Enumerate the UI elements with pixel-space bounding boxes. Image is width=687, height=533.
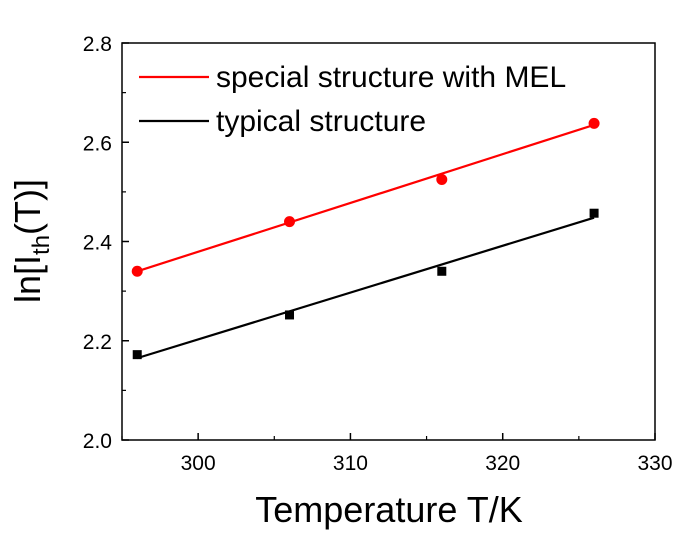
- data-point: [436, 173, 448, 185]
- data-point: [284, 216, 296, 228]
- x-axis: 300 310 320 330: [121, 433, 673, 475]
- y-axis: 2.0 2.2 2.4 2.6 2.8: [83, 33, 129, 453]
- fit-line: [136, 216, 595, 360]
- data-point: [132, 350, 142, 360]
- data-point: [131, 265, 143, 277]
- data-point: [285, 310, 295, 320]
- y-axis-title-subscript: th: [28, 235, 55, 255]
- legend-label: special structure with MEL: [216, 61, 566, 94]
- y-axis-title: ln[Ith(T)]: [7, 179, 55, 303]
- x-tick-label: 300: [181, 452, 216, 475]
- series-2: [132, 208, 599, 360]
- fit-line: [136, 123, 595, 273]
- legend-item-2: typical structure: [139, 105, 426, 138]
- x-tick-label: 310: [333, 452, 368, 475]
- series-layer: [131, 117, 600, 360]
- y-axis-title-suffix: (T)]: [7, 179, 48, 235]
- y-tick-label: 2.0: [83, 430, 112, 453]
- plot-frame: [121, 42, 656, 441]
- x-tick-label: 330: [637, 452, 672, 475]
- y-tick-label: 2.6: [83, 132, 112, 155]
- legend: special structure with MEL typical struct…: [139, 61, 566, 138]
- y-tick-label: 2.4: [83, 232, 113, 255]
- y-axis-title-prefix: ln[I: [7, 255, 48, 303]
- legend-label: typical structure: [216, 105, 426, 138]
- data-point: [437, 266, 447, 276]
- y-tick-label: 2.8: [83, 33, 112, 56]
- data-point: [589, 208, 599, 218]
- y-tick-label: 2.2: [83, 331, 112, 354]
- series-1: [131, 117, 600, 277]
- legend-item-1: special structure with MEL: [139, 61, 566, 94]
- plot-area-border: [121, 42, 656, 441]
- x-axis-title: Temperature T/K: [255, 489, 522, 530]
- data-point: [588, 117, 600, 129]
- x-tick-label: 320: [485, 452, 520, 475]
